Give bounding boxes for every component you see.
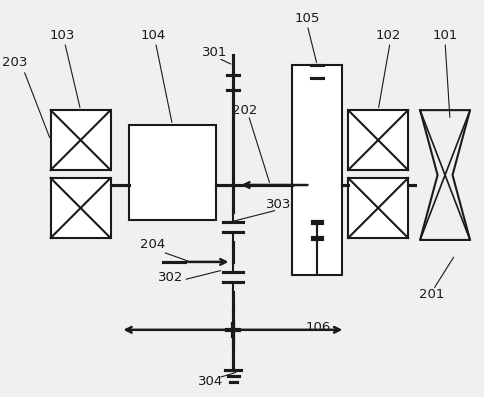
Text: 105: 105 [295,12,320,25]
Text: 303: 303 [266,198,291,212]
Bar [348,110,408,170]
Text: 302: 302 [158,272,183,284]
Text: 101: 101 [432,29,458,42]
Bar [292,65,342,275]
Text: 304: 304 [198,375,223,388]
Text: 203: 203 [2,56,28,69]
Text: 204: 204 [140,239,165,251]
Text: 202: 202 [232,104,257,117]
Text: 102: 102 [376,29,401,42]
Bar [348,178,408,238]
Text: 201: 201 [420,288,445,301]
Bar [129,125,216,220]
Text: 103: 103 [50,29,76,42]
Bar [51,110,110,170]
Bar [51,178,110,238]
Text: 104: 104 [141,29,166,42]
Text: 301: 301 [202,46,227,59]
Text: 106: 106 [305,321,331,334]
